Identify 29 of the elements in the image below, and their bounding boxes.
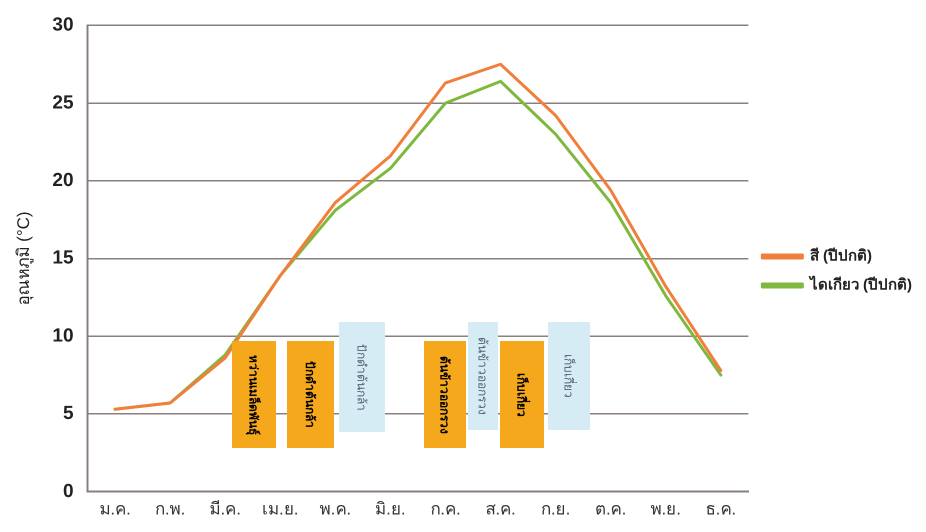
x-tick-label: ก.พ.	[154, 499, 186, 518]
note-box: หว่านเมล็ดพันธุ์	[232, 341, 276, 448]
x-tick-label: ธ.ค.	[706, 499, 736, 518]
y-tick-label: 15	[52, 248, 74, 269]
note-box: ปักดำต้นกล้า	[339, 322, 385, 432]
x-tick-label: ต.ค.	[594, 499, 626, 518]
y-axis-title: อุณหภูมิ (°C)	[14, 211, 34, 306]
y-tick-label: 5	[62, 403, 74, 424]
x-tick-label: พ.ค.	[320, 499, 352, 518]
legend-label: สี (ปีปกติ)	[810, 246, 872, 265]
note-box: ต้นข้าวออกรวง	[468, 322, 498, 430]
x-tick-label: ม.ค.	[99, 499, 131, 518]
y-tick-label: 0	[62, 480, 74, 502]
y-tick-label: 20	[52, 170, 74, 192]
x-tick-label: ส.ค.	[485, 499, 516, 518]
note-box: เก็บเกี่ยว	[500, 341, 544, 448]
x-tick-label: ก.ย.	[540, 499, 570, 518]
y-tick-label: 25	[52, 92, 74, 114]
note-box: เก็บเกี่ยว	[548, 322, 590, 430]
note-box: ปักดำต้นกล้า	[287, 341, 334, 448]
x-tick-label: ก.ค.	[430, 499, 461, 518]
x-tick-label: เม.ย.	[262, 499, 298, 518]
x-tick-label: พ.ย.	[650, 499, 681, 518]
x-tick-label: มี.ค.	[209, 499, 241, 518]
x-tick-label: มิ.ย.	[375, 499, 406, 518]
legend-label: ไดเกียว (ปีปกติ)	[808, 274, 912, 294]
y-tick-label: 10	[52, 325, 74, 346]
y-tick-label: 30	[52, 14, 74, 36]
note-box: ต้นข้าวออกรวง	[424, 341, 466, 448]
